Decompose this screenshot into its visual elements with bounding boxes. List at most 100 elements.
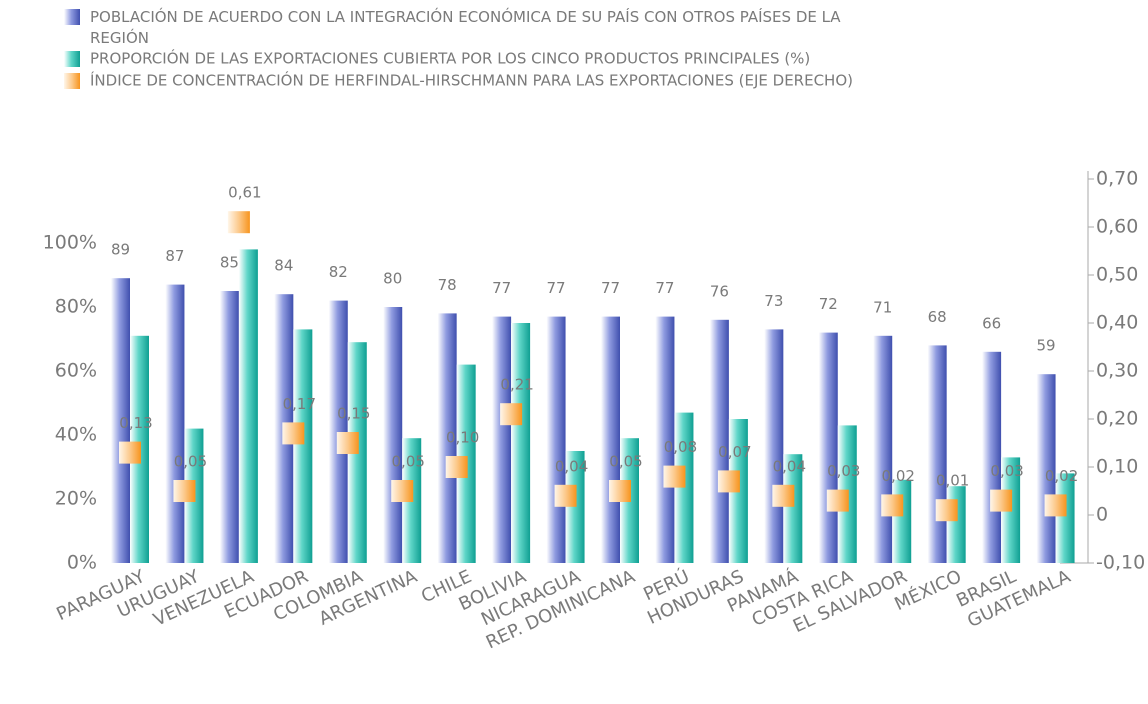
bar (892, 479, 912, 563)
bar (511, 323, 531, 563)
marker (554, 484, 577, 507)
data-label: 0,01 (936, 472, 969, 490)
bar (1055, 473, 1075, 563)
marker (119, 441, 141, 464)
bar (383, 307, 403, 563)
y2-tick-label: 0,10 (1096, 456, 1138, 478)
legend-label: ÍNDICE DE CONCENTRACIÓN DE HERFINDAL-HIR… (90, 71, 853, 90)
bar (818, 332, 838, 563)
y-tick-label: 0% (67, 552, 97, 574)
data-label: 71 (873, 298, 892, 316)
bar (601, 316, 620, 563)
data-label: 0,05 (392, 453, 425, 471)
marker (609, 480, 631, 502)
legend-swatch (64, 73, 80, 89)
data-label: 66 (982, 314, 1001, 332)
bar (674, 412, 694, 563)
bar (165, 284, 185, 563)
data-label: 0,10 (446, 429, 479, 447)
y-tick-label: 60% (55, 360, 97, 382)
bar (546, 316, 566, 563)
data-label: 77 (655, 279, 674, 297)
data-label: 0,07 (718, 443, 751, 461)
marker (881, 494, 904, 517)
data-label: 84 (274, 257, 293, 275)
data-label: 76 (710, 282, 729, 300)
marker (500, 403, 523, 426)
data-label: 0,17 (283, 395, 316, 413)
marker (717, 470, 740, 493)
bar (709, 319, 729, 563)
data-label: 68 (928, 308, 947, 326)
data-label: 0,08 (664, 438, 697, 456)
marker (772, 484, 795, 507)
bar (655, 316, 675, 563)
bar (783, 454, 803, 563)
marker (445, 456, 468, 478)
bar (492, 316, 512, 563)
marker (391, 480, 414, 502)
data-label: 85 (220, 254, 239, 272)
data-label: 0,05 (609, 453, 642, 471)
bar (927, 345, 947, 563)
data-label: 0,04 (773, 457, 806, 475)
bar (437, 313, 457, 563)
marker (173, 480, 196, 502)
y2-tick-label: 0,60 (1096, 216, 1138, 238)
data-label: 82 (329, 263, 348, 281)
data-label: 77 (492, 279, 511, 297)
bar (764, 329, 784, 563)
data-label: 0,04 (555, 457, 588, 475)
marker (935, 499, 958, 522)
marker (990, 489, 1013, 512)
y2-tick-label: 0,30 (1096, 360, 1138, 382)
data-label: 73 (764, 292, 783, 310)
data-label: 59 (1037, 337, 1056, 355)
data-label: 0,61 (228, 184, 261, 202)
data-label: 0,05 (174, 453, 207, 471)
bar (565, 451, 585, 563)
data-label: 80 (383, 270, 402, 288)
data-label: 0,03 (827, 462, 860, 480)
y-tick-label: 80% (55, 296, 97, 318)
bar (238, 249, 258, 563)
data-label: 0,21 (500, 376, 533, 394)
bar (111, 278, 130, 563)
y2-tick-label: -0,10 (1096, 552, 1145, 574)
data-label: 72 (819, 295, 838, 313)
data-label: 0,13 (119, 414, 152, 432)
y2-tick-label: 0,40 (1096, 312, 1138, 334)
bar (328, 300, 348, 563)
y2-tick-label: 0,50 (1096, 264, 1138, 286)
data-label: 0,02 (1045, 467, 1078, 485)
marker (282, 422, 305, 445)
legend-swatch (64, 51, 80, 67)
legend-swatch (64, 9, 80, 25)
data-label: 87 (165, 247, 184, 265)
y2-tick-label: 0,70 (1096, 168, 1138, 190)
data-label: 0,02 (882, 467, 915, 485)
marker (663, 465, 686, 488)
bar (219, 291, 239, 563)
data-label: 77 (601, 279, 620, 297)
bar (293, 329, 313, 563)
legend-line: REGIÓN (90, 28, 149, 47)
y-tick-label: 40% (55, 424, 97, 446)
data-label: 0,03 (990, 462, 1023, 480)
marker (826, 489, 849, 512)
data-label: 89 (111, 241, 130, 259)
legend-label: POBLACIÓN DE ACUERDO CON LA INTEGRACIÓN … (90, 7, 841, 47)
data-label: 78 (438, 276, 457, 294)
marker (227, 211, 250, 234)
marker (336, 432, 359, 454)
data-label: 0,15 (337, 405, 370, 423)
y-tick-label: 100% (43, 232, 97, 254)
marker (1044, 494, 1067, 517)
y-tick-label: 20% (55, 488, 97, 510)
bar (982, 351, 1002, 563)
legend-line: POBLACIÓN DE ACUERDO CON LA INTEGRACIÓN … (90, 7, 841, 26)
legend-label: PROPORCIÓN DE LAS EXPORTACIONES CUBIERTA… (90, 49, 810, 68)
bar (946, 486, 966, 563)
data-label: 77 (547, 279, 566, 297)
